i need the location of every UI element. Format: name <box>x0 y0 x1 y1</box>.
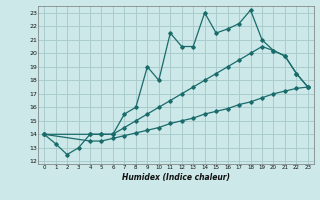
X-axis label: Humidex (Indice chaleur): Humidex (Indice chaleur) <box>122 173 230 182</box>
